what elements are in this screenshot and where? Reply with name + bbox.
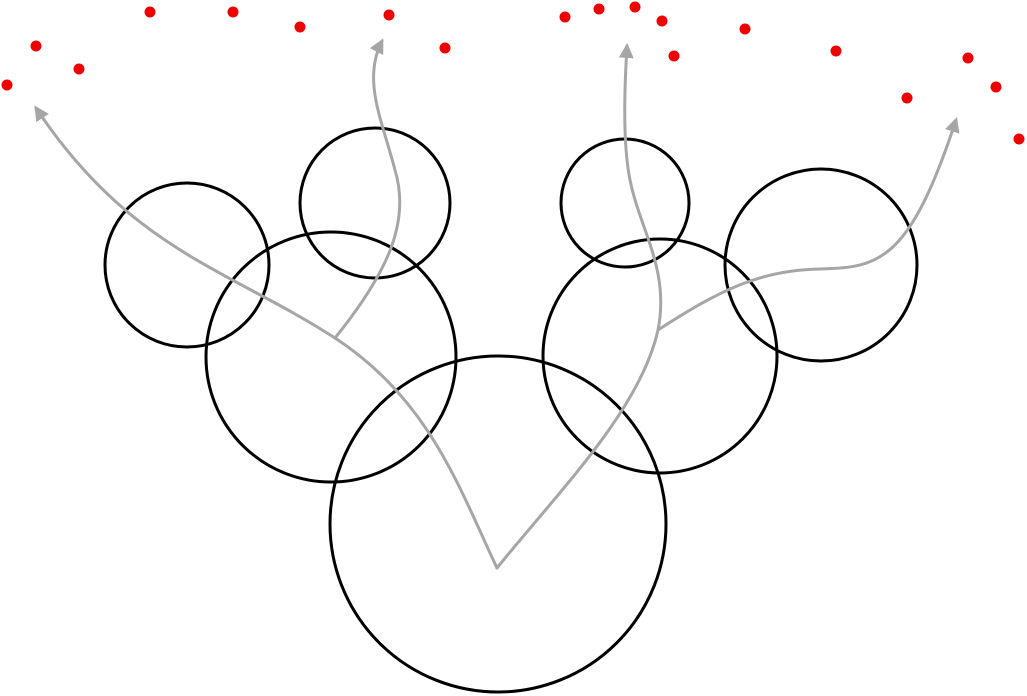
- point: [73, 63, 85, 75]
- points: [1, 1, 1025, 145]
- point: [593, 3, 605, 15]
- point: [439, 42, 451, 54]
- left-outer-circle: [103, 181, 271, 349]
- arrow-right-top: [618, 43, 663, 332]
- point: [629, 1, 641, 13]
- point: [1013, 133, 1025, 145]
- left-mid-circle: [204, 230, 458, 484]
- point: [559, 11, 571, 23]
- point: [668, 50, 680, 62]
- left-top-circle: [298, 126, 452, 280]
- right-top-circle: [559, 137, 691, 269]
- trunk-left-path: [333, 336, 499, 570]
- circles: [103, 126, 919, 694]
- point: [830, 45, 842, 57]
- right-outer-circle: [723, 167, 919, 363]
- right-mid-circle: [541, 237, 779, 475]
- point: [227, 6, 239, 18]
- root-circle: [328, 354, 668, 694]
- arrow-right-outer: [656, 117, 960, 332]
- point: [739, 23, 751, 35]
- point: [656, 15, 668, 27]
- point: [30, 40, 42, 52]
- arrows: [34, 38, 960, 570]
- point: [144, 6, 156, 18]
- arrow-left-top: [333, 38, 402, 340]
- arrow-left-outer: [34, 105, 337, 340]
- point: [901, 92, 913, 104]
- point: [962, 52, 974, 64]
- point: [990, 81, 1002, 93]
- point: [1, 79, 13, 91]
- point: [383, 9, 395, 21]
- trunk-right-path: [495, 328, 660, 570]
- point: [294, 21, 306, 33]
